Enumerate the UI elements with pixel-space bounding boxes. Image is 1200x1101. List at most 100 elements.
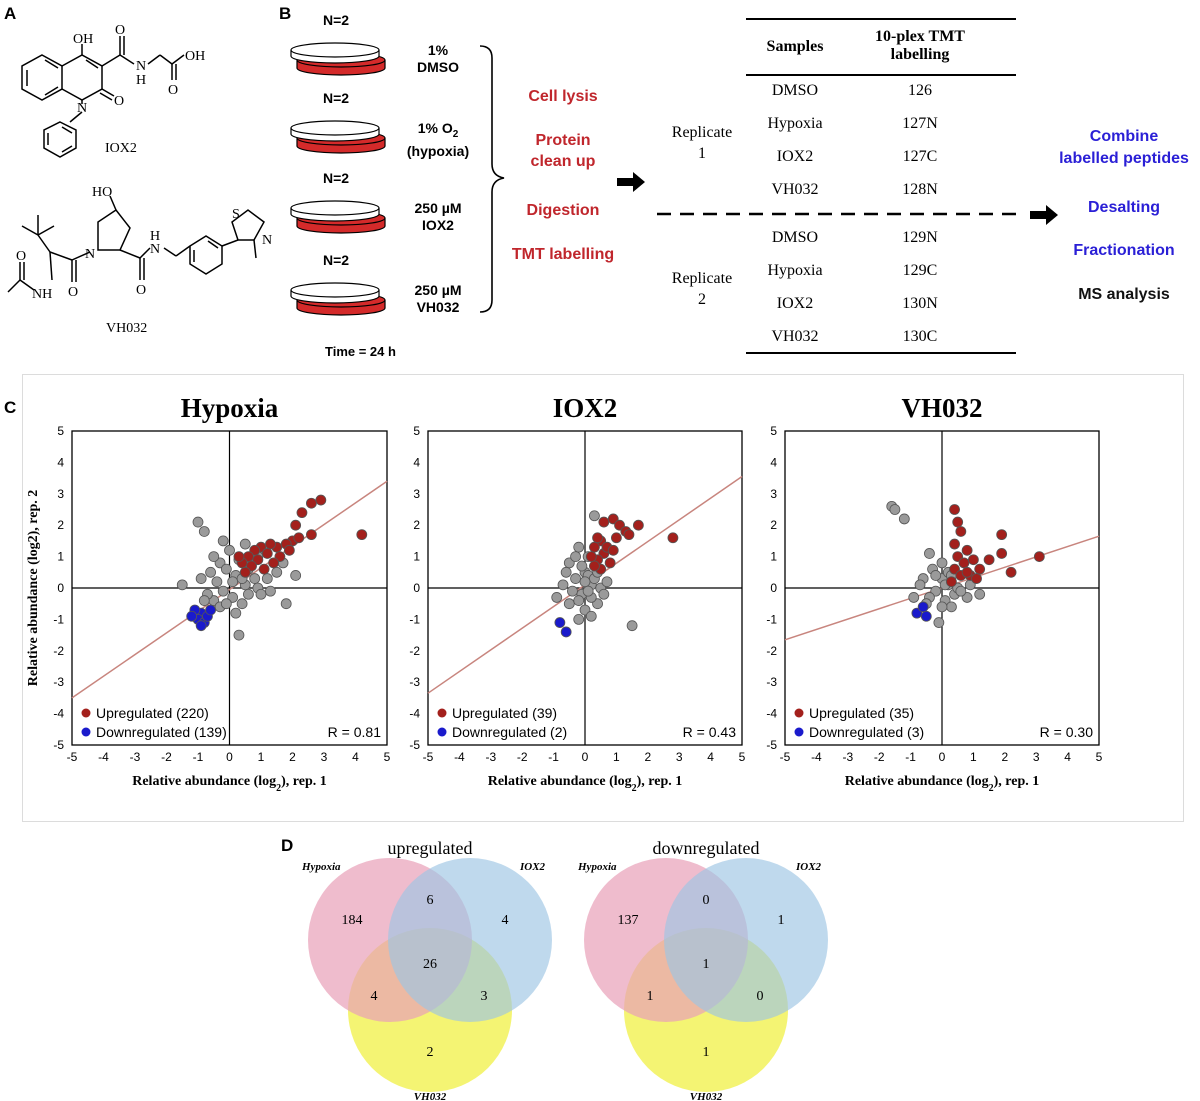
step-combine-line2: labelled peptides (1059, 150, 1189, 167)
table-row-tmt-tag: 126 (908, 82, 932, 99)
point-unchanged (198, 595, 210, 606)
x-tick-label: 1 (613, 750, 620, 764)
point-unchanged (946, 601, 957, 613)
x-tick-label: 5 (1096, 750, 1103, 764)
x-tick-label: -5 (423, 750, 434, 764)
iox2-atom-o-acid: O (168, 83, 178, 98)
table-row-tmt-tag: 129N (902, 229, 938, 246)
point-upregulated (958, 557, 970, 569)
step-combine-line1: Combine (1089, 128, 1159, 145)
point-unchanged (924, 548, 935, 559)
x-tick-label: 0 (582, 750, 589, 764)
x-tick-label: 5 (384, 750, 391, 764)
venn-title: upregulated (388, 838, 473, 858)
dish-condition-line1: 250 µM (414, 282, 462, 298)
table-row-sample: VH032 (771, 181, 819, 198)
y-tick-label: 3 (770, 487, 777, 501)
point-unchanged (889, 504, 901, 515)
y-tick-label: -1 (409, 612, 420, 626)
point-unchanged (936, 557, 948, 569)
dish-graphics (290, 42, 386, 316)
x-tick-label: 4 (352, 750, 359, 764)
point-upregulated (604, 557, 616, 569)
point-unchanged (192, 516, 204, 528)
point-upregulated (949, 538, 960, 550)
vh032-atom-n-amide: N (150, 242, 160, 257)
iox2-atom-o-amide: O (115, 23, 125, 38)
panel-label-a: A (4, 4, 17, 23)
point-unchanged (576, 560, 588, 572)
x-tick-label: 4 (1064, 750, 1071, 764)
vh032-structure (7, 195, 265, 293)
y-tick-label: -4 (766, 707, 777, 721)
step-tmt-labelling: TMT labelling (511, 246, 615, 263)
table-row-sample: IOX2 (776, 148, 814, 165)
venn-upregulated: upregulated Hypoxia IOX2 VH032 184 6 4 26 4 3 2 (301, 838, 552, 1101)
point-upregulated (949, 504, 960, 515)
point-unchanged (233, 629, 245, 641)
table-top-rule (746, 18, 1016, 20)
culture-dish-4 (290, 282, 386, 316)
y-tick-label: 2 (770, 518, 777, 532)
x-tick-label: -3 (485, 750, 496, 764)
replicate-1-line1: Replicate (671, 124, 733, 141)
scatter-title: Hypoxia (181, 393, 279, 423)
vh032-atom-h-amide: H (150, 229, 160, 244)
x-axis-label: Relative abundance (log2), rep. 1 (488, 774, 683, 794)
x-tick-label: 3 (1033, 750, 1040, 764)
point-unchanged (290, 570, 302, 581)
venn-count-a-only: 184 (342, 913, 363, 928)
panel-a-structures: OH N H OH O O N O IOX2 (7, 23, 272, 336)
point-upregulated (258, 563, 270, 575)
legend-label-down: Downregulated (139) (96, 724, 227, 740)
point-upregulated (952, 516, 964, 528)
iox2-benzyl-ring (43, 121, 77, 158)
point-unchanged (585, 610, 597, 622)
point-upregulated (632, 519, 644, 531)
point-upregulated (265, 538, 276, 550)
point-unchanged (557, 579, 569, 591)
step-protein-clean-up: Protein clean up (498, 130, 628, 172)
vh032-atom-n-thiazole: N (262, 233, 272, 248)
point-unchanged (236, 598, 248, 610)
y-tick-label: 1 (770, 550, 777, 564)
point-upregulated (305, 497, 317, 509)
bracket (479, 45, 505, 313)
vh032-atom-s: S (232, 207, 240, 222)
point-unchanged (211, 576, 223, 588)
y-tick-label: 0 (57, 581, 64, 595)
point-unchanged (573, 541, 585, 553)
y-tick-label: 4 (770, 455, 777, 469)
y-tick-label: -1 (53, 612, 64, 626)
r-value: R = 0.81 (328, 724, 382, 740)
y-tick-label: -1 (766, 612, 777, 626)
iox2-atom-n-amide: N (136, 59, 146, 74)
venn-count-c-only: 1 (703, 1045, 710, 1060)
point-unchanged (560, 566, 572, 578)
vh032-pyrrolidine-ring (97, 208, 131, 251)
table-header-tmt: 10-plex TMT labelling (850, 28, 990, 64)
point-unchanged (570, 551, 581, 562)
panel-c-frame (22, 374, 1184, 822)
point-downregulated (917, 601, 929, 613)
x-tick-label: 1 (970, 750, 977, 764)
y-tick-label: -3 (409, 675, 420, 689)
x-tick-label: -5 (780, 750, 791, 764)
point-unchanged (280, 598, 292, 610)
point-upregulated (961, 544, 973, 556)
culture-dish-1 (290, 42, 386, 76)
point-unchanged (551, 592, 563, 603)
y-tick-label: -3 (766, 675, 777, 689)
y-tick-label: -2 (766, 644, 777, 658)
iox2-structure (21, 36, 185, 158)
point-downregulated (186, 610, 198, 622)
iox2-name: IOX2 (105, 141, 137, 156)
dish-condition-2: 1% O2 (hypoxia) (388, 120, 488, 160)
venn-count-b-only: 4 (502, 913, 509, 928)
step-protein-line1: Protein (535, 132, 591, 149)
panel-label-d: D (281, 836, 294, 855)
venn-count-bc: 0 (757, 989, 764, 1004)
point-unchanged (227, 576, 239, 588)
point-upregulated (971, 573, 982, 584)
dish-condition-line1: 1% (427, 42, 449, 58)
